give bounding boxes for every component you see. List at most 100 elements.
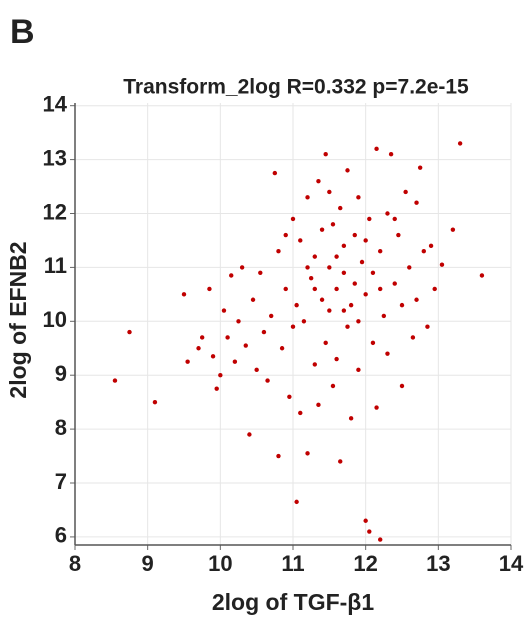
point: [243, 343, 248, 348]
point: [385, 211, 390, 216]
point: [210, 354, 216, 359]
point: [319, 297, 325, 302]
point: [399, 302, 405, 308]
point: [327, 189, 332, 195]
point: [396, 232, 401, 238]
point: [457, 141, 463, 146]
point: [341, 270, 347, 275]
point: [479, 273, 485, 278]
point: [388, 152, 394, 157]
point: [316, 178, 321, 184]
x-tick-label: 10: [208, 551, 232, 576]
point: [305, 195, 310, 200]
point: [323, 152, 328, 157]
point: [254, 367, 259, 373]
point: [290, 324, 296, 329]
point: [341, 308, 347, 313]
point: [367, 529, 372, 534]
y-tick-label: 11: [44, 253, 67, 278]
point: [330, 383, 336, 389]
point: [312, 254, 317, 259]
point: [334, 254, 339, 259]
point: [218, 373, 223, 378]
point: [363, 292, 368, 297]
point: [214, 386, 219, 391]
point: [348, 302, 354, 308]
point: [407, 265, 412, 270]
point: [290, 216, 296, 222]
point: [283, 232, 288, 238]
point: [334, 286, 339, 292]
point: [225, 335, 230, 340]
point: [319, 227, 325, 232]
point: [283, 286, 288, 292]
chart-title: Transform_2log R=0.332 p=7.2e-15: [123, 76, 469, 99]
point: [378, 249, 383, 254]
point: [258, 270, 263, 275]
point: [341, 243, 347, 249]
x-tick-label: 12: [353, 551, 377, 576]
point: [272, 170, 278, 176]
point: [363, 238, 368, 243]
point: [127, 329, 132, 335]
point: [152, 399, 158, 405]
point: [323, 340, 328, 346]
x-tick-label: 11: [281, 551, 304, 576]
y-tick-label: 10: [43, 307, 67, 332]
point: [345, 324, 350, 329]
point: [181, 292, 187, 297]
point: [370, 270, 376, 275]
point: [229, 273, 234, 278]
point: [378, 286, 383, 292]
point: [207, 286, 212, 292]
point: [378, 537, 383, 542]
point: [450, 227, 456, 232]
point: [239, 265, 245, 270]
point: [305, 265, 310, 270]
point: [367, 216, 372, 222]
y-axis-label: 2log of EFNB2: [5, 241, 31, 398]
point: [338, 459, 343, 464]
point: [330, 222, 336, 227]
point: [392, 216, 397, 222]
point: [432, 286, 437, 292]
point: [294, 499, 299, 505]
point: [359, 259, 365, 265]
point: [287, 394, 292, 399]
point: [298, 410, 303, 416]
x-axis-label: 2log of TGF-β1: [212, 589, 374, 615]
point: [425, 324, 430, 329]
point: [312, 362, 317, 367]
point: [221, 308, 227, 313]
point: [279, 346, 285, 351]
point: [316, 402, 321, 408]
point: [334, 356, 339, 362]
point: [385, 351, 390, 356]
point: [232, 359, 238, 364]
y-tick-label: 12: [43, 199, 67, 224]
point: [356, 367, 361, 373]
point: [294, 302, 299, 308]
point: [298, 238, 303, 243]
point: [185, 359, 190, 364]
point: [312, 286, 317, 292]
point: [421, 249, 426, 254]
point: [261, 329, 267, 335]
y-tick-label: 8: [55, 415, 67, 440]
point: [352, 232, 357, 238]
y-tick-label: 7: [55, 469, 67, 494]
point: [250, 297, 256, 302]
point: [327, 308, 332, 313]
point: [374, 405, 379, 410]
point: [363, 518, 368, 523]
point: [236, 319, 241, 324]
x-tick-label: 8: [69, 551, 81, 576]
point: [399, 383, 405, 389]
point: [345, 168, 350, 173]
point: [417, 165, 423, 170]
x-tick-label: 14: [499, 551, 524, 576]
point: [265, 378, 270, 383]
point: [305, 451, 310, 456]
y-tick-label: 6: [55, 523, 67, 548]
